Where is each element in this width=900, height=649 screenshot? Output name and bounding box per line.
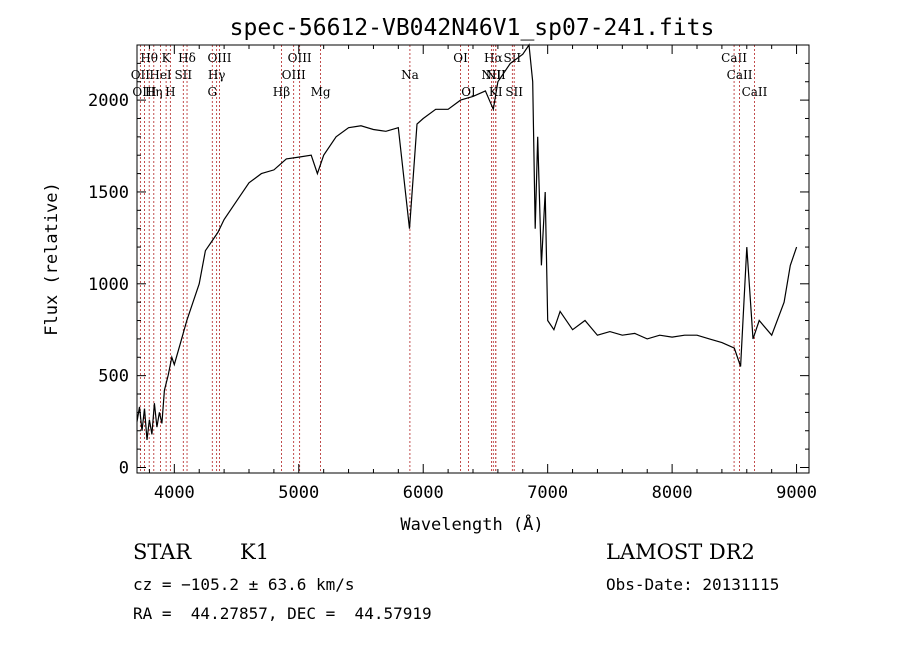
line-marker-label: OI bbox=[461, 85, 476, 99]
x-axis: 4000 5000 6000 7000 8000 9000 bbox=[148, 45, 817, 503]
y-tick-label: 0 bbox=[119, 458, 129, 478]
x-tick-label: 6000 bbox=[403, 483, 444, 503]
y-axis-label: Flux (relative) bbox=[42, 182, 62, 336]
line-marker-label: Hγ bbox=[208, 68, 226, 82]
line-marker-label: K bbox=[162, 51, 172, 65]
x-tick-label: 8000 bbox=[652, 483, 693, 503]
line-marker-label: OIII bbox=[288, 51, 312, 65]
y-axis: 0 500 1000 1500 2000 bbox=[88, 62, 809, 478]
y-tick-label: 1000 bbox=[88, 275, 129, 295]
x-axis-label: Wavelength (Å) bbox=[400, 513, 543, 535]
line-marker-label: NII bbox=[481, 68, 501, 82]
line-marker-label: H bbox=[165, 85, 175, 99]
line-marker-label: Hα bbox=[484, 51, 503, 65]
line-marker-label: SII bbox=[505, 85, 523, 99]
line-marker-label: Hθ bbox=[140, 51, 158, 65]
line-marker-label: HeI bbox=[149, 68, 172, 82]
plot-frame bbox=[136, 44, 810, 474]
line-marker-label: Hη bbox=[145, 85, 163, 99]
spectrum-line bbox=[136, 43, 798, 440]
line-marker-label: G bbox=[207, 85, 217, 99]
object-subclass: K1 bbox=[240, 540, 270, 564]
line-marker-label: SII bbox=[503, 51, 521, 65]
line-marker-label: Mg bbox=[311, 85, 331, 99]
line-marker-label: CaII bbox=[721, 51, 747, 65]
line-marker-label: OII bbox=[131, 68, 151, 82]
y-tick-label: 1500 bbox=[88, 183, 129, 203]
line-marker-label: Hβ bbox=[273, 85, 290, 99]
line-marker-label: OIII bbox=[282, 68, 306, 82]
spectrum-series bbox=[136, 43, 798, 440]
x-tick-label: 5000 bbox=[278, 483, 319, 503]
line-marker-label: SII bbox=[174, 68, 192, 82]
line-marker-label: Na bbox=[401, 68, 419, 82]
redshift-velocity: cz = −105.2 ± 63.6 km/s bbox=[133, 575, 355, 594]
line-marker-label: CaII bbox=[742, 85, 768, 99]
line-marker-label: Hδ bbox=[178, 51, 196, 65]
line-marker-label: OIII bbox=[132, 85, 156, 99]
line-marker-label: OI bbox=[453, 51, 468, 65]
line-marker-label: CaII bbox=[727, 68, 753, 82]
survey-name: LAMOST DR2 bbox=[606, 540, 755, 564]
chart-title: spec-56612-VB042N46V1_sp07-241.fits bbox=[230, 15, 715, 41]
object-class: STAR bbox=[133, 540, 192, 564]
line-marker-label: OIII bbox=[207, 51, 231, 65]
coordinates: RA = 44.27857, DEC = 44.57919 bbox=[133, 604, 432, 623]
y-tick-label: 2000 bbox=[88, 91, 129, 111]
observation-date: Obs-Date: 20131115 bbox=[606, 575, 780, 594]
x-tick-label: 7000 bbox=[527, 483, 568, 503]
x-tick-label: 4000 bbox=[154, 483, 195, 503]
x-tick-label: 9000 bbox=[776, 483, 817, 503]
y-tick-label: 500 bbox=[98, 367, 129, 387]
